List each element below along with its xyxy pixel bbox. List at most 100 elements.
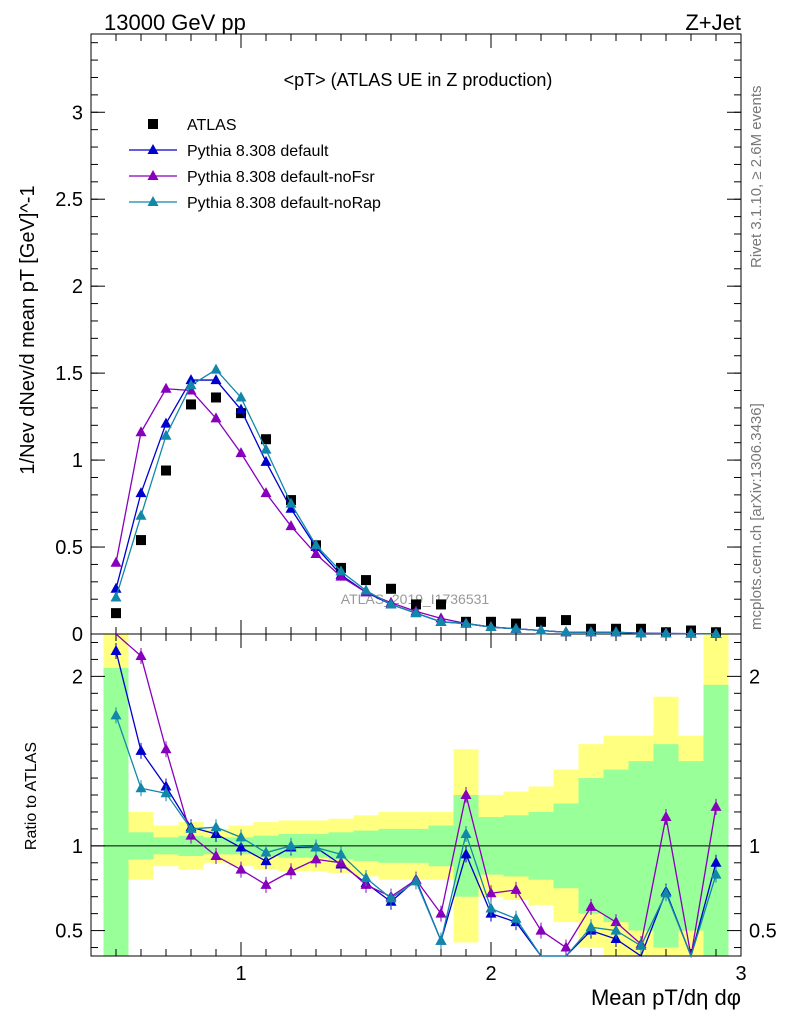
ratio-series-marker (535, 924, 547, 935)
main-title: <pT> (ATLAS UE in Z production) (284, 70, 553, 90)
mcplots-label: mcplots.cern.ch [arXiv:1306.3436] (748, 403, 765, 630)
ratio-y-tick-label: 2 (72, 666, 83, 688)
legend-marker-triangle (147, 144, 159, 154)
atlas-data-point (561, 615, 571, 626)
mc-series-marker (310, 539, 322, 550)
mc-series-marker (285, 497, 297, 508)
ratio-uncertainty-bands (103, 634, 729, 956)
x-tick-label: 3 (735, 963, 746, 985)
ratio-series-marker (610, 924, 622, 935)
mc-series-marker (285, 502, 297, 513)
mc-series-marker (460, 617, 472, 628)
atlas-data-point (536, 616, 546, 627)
ratio-series-marker (135, 650, 147, 661)
x-axis-label: Mean pT/dη dφ (591, 985, 741, 1010)
ratio-series-marker (235, 831, 247, 842)
main-axes: 0 0.5 1 1.5 2 2.5 3 (55, 33, 742, 646)
mc-series-marker (510, 622, 522, 633)
ratio-series-marker (710, 856, 722, 867)
mc-series-marker (260, 487, 272, 498)
ratio-series-marker (610, 916, 622, 927)
mc-series-marker (335, 565, 347, 576)
main-y-tick-label: 3 (72, 102, 83, 124)
legend: ATLAS Pythia 8.308 default Pythia 8.308 de… (129, 117, 381, 212)
ratio-series-group (110, 633, 722, 959)
ratio-series-marker (485, 902, 497, 913)
ratio-y-axis-label: Ratio to ATLAS (23, 742, 40, 850)
mc-series-marker (660, 627, 672, 638)
main-y-tick-label: 0 (72, 624, 83, 646)
ratio-series-marker (310, 853, 322, 864)
ratio-series-marker (235, 863, 247, 874)
mc-series-marker (210, 363, 222, 374)
ratio-series-marker (135, 782, 147, 793)
main-y-tick-label: 1 (72, 450, 83, 472)
header-right: Z+Jet (685, 10, 741, 35)
mc-series-marker (235, 391, 247, 402)
main-y-tick-label: 2 (72, 276, 83, 298)
mc-series-marker (260, 455, 272, 466)
ratio-series-marker (160, 743, 172, 754)
header-left: 13000 GeV pp (104, 10, 246, 35)
mc-series-marker (235, 403, 247, 414)
ratio-series-marker (185, 822, 197, 833)
mc-series-marker (160, 382, 172, 393)
atlas-data-point (211, 392, 221, 403)
ratio-series-marker (360, 872, 372, 883)
legend-label: Pythia 8.308 default (187, 143, 329, 160)
ratio-series-marker (660, 887, 672, 898)
ratio-series-marker (710, 800, 722, 811)
mc-series-marker (185, 374, 197, 385)
ratio-series-marker (560, 941, 572, 952)
ratio-series-marker (660, 811, 672, 822)
mc-series-marker (435, 615, 447, 626)
mc-series-marker (610, 626, 622, 637)
legend-label: Pythia 8.308 default-noRap (187, 195, 381, 212)
ratio-series-marker (635, 939, 647, 950)
mc-series-marker (560, 626, 572, 637)
main-y-tick-label: 2.5 (55, 189, 83, 211)
main-y-tick-label: 1.5 (55, 363, 83, 385)
ratio-y-tick-label: 0.5 (55, 921, 83, 943)
ratio-series-marker (460, 827, 472, 838)
x-tick-label: 1 (235, 963, 246, 985)
mc-series-marker (110, 556, 122, 567)
ratio-series-marker (135, 744, 147, 755)
atlas-data-point (386, 583, 396, 594)
ratio-series-marker (585, 921, 597, 932)
legend-label: ATLAS (187, 117, 237, 134)
rivet-label: Rivet 3.1.10, ≥ 2.6M events (748, 86, 765, 269)
ratio-series-marker (510, 912, 522, 923)
ratio-series-marker (435, 934, 447, 945)
ratio-series-marker (235, 841, 247, 852)
atlas-data-point (136, 535, 146, 546)
ratio-y-tick-label-right: 0.5 (749, 921, 777, 943)
ratio-series-marker (710, 868, 722, 879)
mc-series-marker (285, 520, 297, 531)
legend-marker-square (148, 119, 158, 129)
mc-series-marker (210, 374, 222, 385)
main-y-axis-label: 1/Nev dNev/d mean pT [GeV]^-1 (17, 185, 39, 474)
mc-series-marker (310, 548, 322, 558)
mc-series-marker (210, 412, 222, 423)
main-series-group (110, 363, 722, 638)
ratio-series-marker (160, 787, 172, 798)
atlas-data-point (361, 575, 371, 586)
ratio-series-marker (285, 865, 297, 876)
ratio-series-marker (210, 850, 222, 861)
atlas-data-point (111, 608, 121, 619)
mc-series-marker (360, 584, 372, 595)
ratio-series-marker (110, 709, 122, 720)
ratio-series-marker (410, 875, 422, 886)
mc-series-marker (235, 447, 247, 458)
ratio-series-marker (260, 846, 272, 857)
mc-series-marker (710, 627, 722, 638)
ratio-series-marker (310, 841, 322, 852)
mc-series-marker (485, 621, 497, 632)
legend-marker-triangle (147, 196, 159, 206)
ratio-series-marker (210, 821, 222, 832)
atlas-data-point (436, 599, 446, 610)
ratio-series-marker (460, 848, 472, 859)
mc-series-marker (635, 627, 647, 638)
